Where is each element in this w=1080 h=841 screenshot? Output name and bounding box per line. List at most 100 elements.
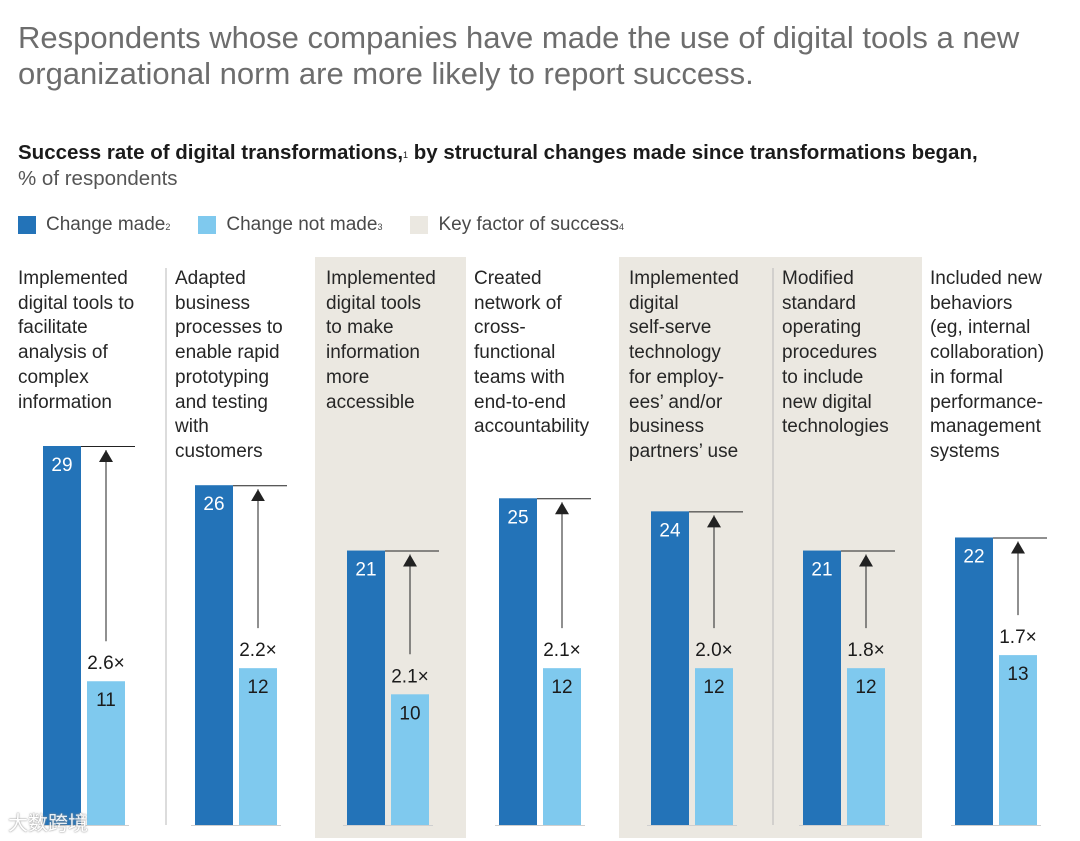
category-label-line: facilitate bbox=[18, 317, 88, 339]
multiplier-label: 1.7× bbox=[999, 627, 1037, 648]
category-label-line: and testing bbox=[175, 391, 268, 413]
key-factor-panel bbox=[315, 257, 466, 838]
legend-note: 2 bbox=[165, 222, 171, 232]
multiplier-label: 2.2× bbox=[239, 640, 277, 661]
bar-change-not-made bbox=[239, 668, 277, 825]
bar-change-made bbox=[955, 537, 993, 825]
bar-change-not-made bbox=[391, 694, 429, 825]
legend-label-change-not-made: Change not made bbox=[226, 214, 378, 235]
chart-title: Success rate of digital transformations, bbox=[18, 141, 404, 164]
category-label-line: standard bbox=[782, 292, 856, 314]
chart-title-rest: by structural changes made since transfo… bbox=[408, 141, 978, 164]
bar-change-not-made bbox=[847, 668, 885, 825]
value-label-change-made: 26 bbox=[203, 494, 224, 515]
category-label-line: for employ- bbox=[629, 366, 725, 388]
category-label-line: processes to bbox=[175, 317, 283, 339]
chart-subtitle: Success rate of digital transformations,… bbox=[18, 140, 1078, 192]
category-label-line: Modified bbox=[782, 268, 854, 289]
category-label-line: network of bbox=[474, 292, 562, 314]
bar-change-not-made bbox=[999, 655, 1037, 825]
unit-label: % of respondents bbox=[18, 167, 178, 190]
legend-label-change-made: Change made bbox=[46, 214, 166, 235]
category-label: Implemented digital tools to facilitate ana… bbox=[18, 267, 134, 415]
category-label-line: Included new bbox=[930, 268, 1042, 289]
category-label: Implemented digital self-serve technology fo… bbox=[629, 267, 739, 465]
category-label-line: operating bbox=[782, 317, 862, 339]
multiplier-label: 2.0× bbox=[695, 640, 733, 661]
legend-swatch-key-factor bbox=[410, 216, 429, 234]
category-label-line: technologies bbox=[782, 416, 889, 438]
category-label-line: new digital bbox=[782, 391, 872, 413]
legend-item-change-made: Change made 2 bbox=[18, 214, 170, 236]
category-label-line: Implemented bbox=[326, 268, 436, 289]
category-label-line: management bbox=[930, 416, 1041, 438]
category-label: Included new behaviors (eg, internal collab… bbox=[930, 267, 1044, 465]
category-label-line: performance- bbox=[930, 391, 1043, 413]
bar-change-not-made bbox=[543, 668, 581, 825]
category-label-line: self-serve bbox=[629, 317, 712, 339]
category-label-line: more bbox=[326, 366, 370, 388]
category-label: Created network of cross-functional teams w… bbox=[474, 267, 589, 440]
category-label-line: enable rapid bbox=[175, 342, 280, 364]
category-label-line: systems bbox=[930, 440, 1000, 462]
bar-change-made bbox=[651, 511, 689, 825]
headline: Respondents whose companies have made th… bbox=[18, 20, 1020, 91]
category-label: Modified standard operating procedures to in… bbox=[782, 267, 889, 440]
bar-change-made bbox=[803, 550, 841, 825]
category-label-line: business bbox=[175, 292, 250, 314]
category-label-line: functional bbox=[474, 342, 556, 364]
bar-change-not-made bbox=[87, 681, 125, 825]
category-label-line: to make bbox=[326, 317, 394, 339]
category-label-line: digital tools bbox=[326, 292, 422, 314]
category-label: Implemented digital tools to make informati… bbox=[326, 267, 436, 415]
bar-change-made bbox=[43, 446, 81, 825]
value-label-change-made: 24 bbox=[659, 520, 681, 541]
category-label-line: information bbox=[326, 342, 420, 364]
category-label-line: in formal bbox=[930, 366, 1003, 388]
value-label-change-not-made: 11 bbox=[96, 690, 116, 711]
multiplier-label: 2.6× bbox=[87, 653, 125, 674]
category-label-line: prototyping bbox=[175, 366, 270, 388]
category-label-line: accessible bbox=[326, 391, 415, 413]
value-label-change-made: 25 bbox=[507, 507, 528, 528]
category-label-line: procedures bbox=[782, 342, 878, 364]
multiplier-label: 2.1× bbox=[543, 640, 581, 661]
bar-change-not-made bbox=[695, 668, 733, 825]
legend-note: 4 bbox=[619, 222, 625, 232]
category-label-line: digital bbox=[629, 292, 679, 314]
watermark: 大数跨境 bbox=[8, 813, 88, 835]
category-label-line: accountability bbox=[474, 416, 590, 438]
category-label-line: Adapted bbox=[175, 268, 246, 289]
title-footnote: 1 bbox=[403, 150, 409, 160]
value-label-change-not-made: 12 bbox=[703, 677, 724, 698]
value-label-change-not-made: 10 bbox=[399, 703, 420, 724]
category-label-line: end-to-end bbox=[474, 391, 566, 413]
category-label-line: with bbox=[175, 416, 209, 438]
category-label-line: business bbox=[629, 416, 704, 438]
category-label-line: Implemented bbox=[629, 268, 739, 289]
category-label-line: cross- bbox=[474, 317, 526, 339]
legend-swatch-change-made bbox=[18, 216, 36, 234]
category-label-line: information bbox=[18, 391, 112, 413]
category-label: Adapted business processes to enable rapid p… bbox=[175, 267, 283, 465]
value-label-change-made: 21 bbox=[355, 560, 376, 581]
category-label-line: teams with bbox=[474, 366, 565, 388]
bar-change-made bbox=[499, 498, 537, 825]
legend-note: 3 bbox=[377, 222, 383, 232]
value-label-change-made: 29 bbox=[51, 455, 72, 476]
legend-item-key-factor: Key factor of success 4 bbox=[410, 214, 624, 236]
category-label-line: technology bbox=[629, 342, 721, 364]
multiplier-label: 2.1× bbox=[391, 666, 429, 687]
category-label-line: digital tools to bbox=[18, 292, 135, 314]
legend-swatch-change-not-made bbox=[198, 216, 217, 234]
value-label-change-not-made: 12 bbox=[855, 677, 876, 698]
category-label-line: to include bbox=[782, 366, 864, 388]
category-label-line: Created bbox=[474, 268, 542, 289]
value-label-change-made: 21 bbox=[811, 560, 832, 581]
value-label-change-not-made: 12 bbox=[247, 677, 268, 698]
value-label-change-made: 22 bbox=[963, 546, 984, 567]
category-label-line: ees’ and/or bbox=[629, 391, 723, 413]
bar-change-made bbox=[195, 485, 233, 825]
category-label-line: customers bbox=[175, 440, 263, 462]
